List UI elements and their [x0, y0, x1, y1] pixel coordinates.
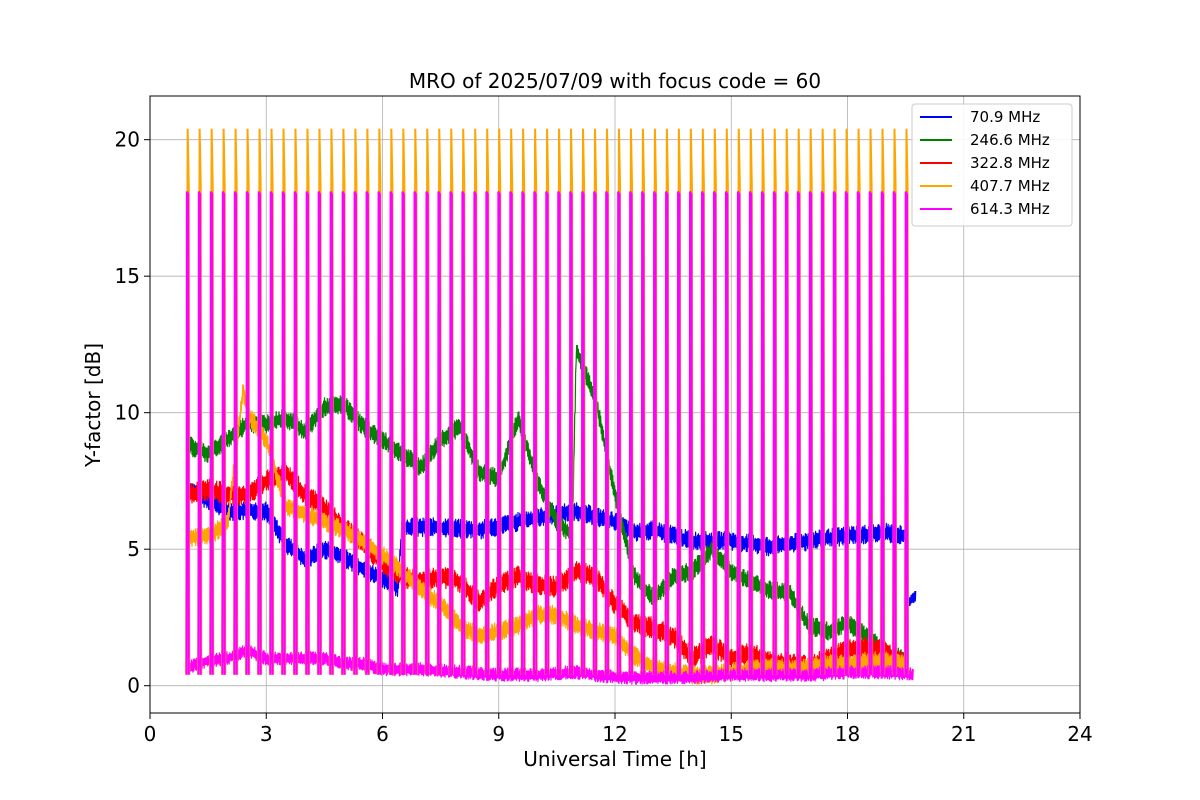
spike-magenta [473, 191, 478, 675]
spike-magenta [329, 191, 334, 675]
spike-magenta [389, 191, 394, 675]
spike-magenta [556, 191, 562, 675]
spike-magenta [209, 191, 214, 675]
spike-magenta [580, 191, 586, 675]
x-tick-label: 15 [719, 722, 744, 746]
spike-magenta [844, 191, 849, 675]
spike-magenta [676, 191, 681, 675]
spike-magenta [257, 191, 262, 675]
spike-magenta [604, 191, 610, 675]
spike-magenta [533, 191, 538, 675]
spike-magenta [628, 191, 634, 675]
spike-magenta [664, 191, 669, 675]
spike-magenta [341, 191, 346, 675]
spike-magenta [197, 191, 202, 675]
spike-magenta [221, 191, 226, 675]
y-tick-label: 20 [115, 128, 140, 152]
spike-magenta [461, 191, 466, 675]
spike-magenta [880, 191, 885, 675]
x-tick-label: 3 [260, 722, 273, 746]
spike-magenta [413, 191, 418, 675]
spike-magenta [365, 191, 370, 675]
spike-magenta [748, 191, 753, 675]
spike-magenta [724, 191, 729, 675]
y-tick-label: 0 [127, 674, 140, 698]
spike-magenta [616, 191, 622, 675]
x-tick-label: 0 [144, 722, 157, 746]
spike-magenta [796, 191, 801, 675]
legend-label: 246.6 MHz [970, 131, 1050, 149]
spike-magenta [820, 191, 825, 675]
y-axis-label: Y-factor [dB] [81, 343, 105, 468]
y-axis: 0 5 10 15 20 [115, 128, 150, 698]
spike-magenta [808, 191, 813, 675]
spike-magenta [892, 191, 897, 675]
spike-magenta [568, 191, 574, 675]
x-tick-label: 6 [376, 722, 389, 746]
spike-magenta [736, 191, 741, 675]
spike-magenta [652, 191, 657, 675]
x-axis: 0 3 6 9 12 15 18 21 24 [144, 713, 1093, 746]
chart-title: MRO of 2025/07/09 with focus code = 60 [409, 69, 821, 93]
spike-magenta [640, 191, 645, 675]
x-tick-label: 9 [492, 722, 505, 746]
x-tick-label: 12 [602, 722, 627, 746]
x-tick-label: 21 [951, 722, 976, 746]
plot-area [185, 128, 917, 685]
spike-magenta [353, 191, 358, 675]
spike-magenta [868, 191, 873, 675]
spike-magenta [832, 191, 837, 675]
spike-magenta [856, 191, 861, 675]
spike-magenta [317, 191, 322, 675]
legend-label: 322.8 MHz [970, 154, 1050, 172]
spike-magenta [305, 191, 310, 675]
spike-magenta [449, 191, 454, 675]
legend: 70.9 MHz 246.6 MHz 322.8 MHz 407.7 MHz 614.3… [911, 103, 1073, 227]
spike-magenta [700, 191, 705, 675]
spike-magenta [772, 191, 777, 675]
spike-magenta [437, 191, 442, 675]
spike-magenta [784, 191, 789, 675]
spike-magenta [521, 191, 526, 675]
spike-magenta [544, 191, 550, 675]
spike-magenta [712, 191, 717, 675]
spike-magenta [185, 191, 190, 675]
spike-magenta [293, 191, 298, 675]
spike-magenta [904, 191, 909, 675]
spike-magenta [760, 191, 765, 675]
legend-label: 407.7 MHz [970, 177, 1050, 195]
spike-magenta [688, 191, 693, 675]
spike-magenta [592, 191, 598, 675]
spike-magenta [377, 191, 382, 675]
y-tick-label: 10 [115, 401, 140, 425]
spike-magenta [509, 191, 514, 675]
spike-magenta [485, 191, 490, 675]
spike-magenta [425, 191, 430, 675]
spike-magenta [401, 191, 406, 675]
spike-magenta [281, 191, 286, 675]
legend-box [911, 103, 1073, 227]
legend-label: 614.3 MHz [970, 200, 1050, 218]
x-tick-label: 18 [835, 722, 860, 746]
x-tick-label: 24 [1067, 722, 1092, 746]
spike-magenta [269, 191, 274, 675]
spike-magenta [245, 191, 250, 675]
spike-magenta [497, 191, 502, 675]
x-axis-label: Universal Time [h] [523, 747, 706, 771]
y-tick-label: 15 [115, 264, 140, 288]
legend-label: 70.9 MHz [970, 108, 1040, 126]
y-tick-label: 5 [127, 537, 140, 561]
spike-magenta [233, 191, 238, 675]
